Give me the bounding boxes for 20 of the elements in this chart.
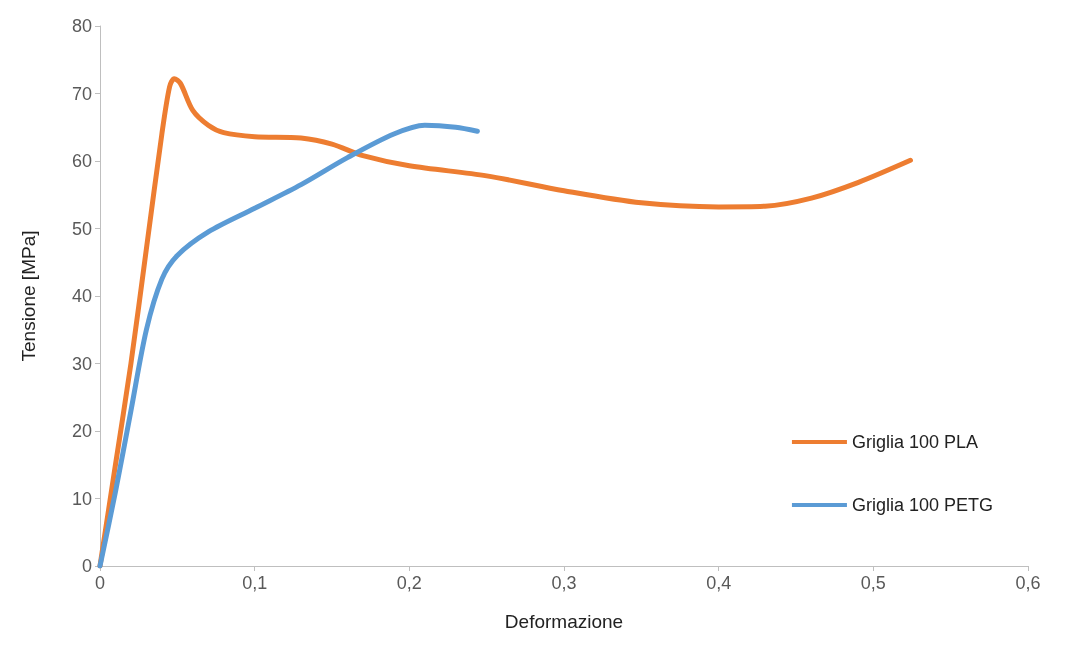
y-tick-label: 70 [71, 83, 92, 104]
y-tick-label: 40 [71, 286, 92, 306]
x-tick-label: 0,1 [242, 573, 268, 593]
legend-label: Griglia 100 PLA [851, 432, 979, 452]
y-tick-label: 60 [71, 151, 92, 171]
y-axis-title: Tensione [MPa] [18, 230, 39, 362]
x-tick-label: 0 [94, 573, 106, 593]
y-tick-label: 20 [71, 421, 92, 441]
legend-label: Griglia 100 PETG [851, 495, 994, 515]
x-tick-label: 0,5 [860, 573, 886, 593]
x-tick-label: 0,6 [1015, 573, 1041, 593]
x-axis-title: Deformazione [504, 611, 624, 632]
y-tick-label: 10 [71, 488, 92, 509]
x-tick-label: 0,2 [396, 573, 422, 593]
y-tick-label: 80 [71, 16, 92, 36]
x-tick-label: 0,3 [551, 573, 577, 593]
y-tick-label: 0 [81, 556, 92, 576]
y-tick-label: 50 [71, 218, 92, 239]
y-tick-label: 30 [71, 353, 92, 374]
x-tick-label: 0,4 [706, 573, 732, 593]
